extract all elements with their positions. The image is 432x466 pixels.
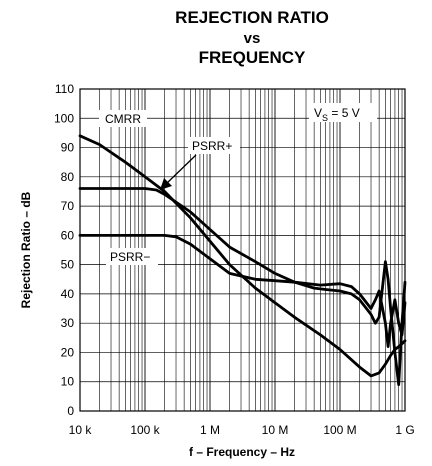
y-tick-label: 0 bbox=[67, 404, 74, 418]
x-tick-label: 10 k bbox=[69, 423, 93, 437]
cmrr-label-bg bbox=[99, 110, 147, 127]
y-axis-label: Rejection Ratio – dB bbox=[19, 191, 33, 308]
y-tick-label: 100 bbox=[54, 111, 74, 125]
series-lines bbox=[78, 134, 407, 387]
psrr-plus-label: PSRR+ bbox=[192, 139, 232, 153]
chart-title-line-1: REJECTION RATIO bbox=[175, 8, 329, 27]
condition-label-suffix: = 5 V bbox=[328, 106, 360, 120]
y-tick-label: 80 bbox=[61, 170, 75, 184]
psrr-plus-label-bg bbox=[188, 137, 240, 154]
psrr-plus-arrowhead bbox=[160, 178, 172, 190]
x-tick-label: 1 M bbox=[200, 423, 220, 437]
plot-frame bbox=[79, 88, 406, 412]
y-tick-label: 110 bbox=[55, 82, 74, 96]
x-tick-label: 100 M bbox=[323, 423, 356, 437]
cmrr-label: CMRR bbox=[105, 112, 141, 126]
y-tick-label: 70 bbox=[61, 199, 75, 213]
y-tick-label: 20 bbox=[61, 345, 75, 359]
chart-title: REJECTION RATIO vs FREQUENCY bbox=[175, 8, 329, 67]
chart-title-line-2: vs bbox=[244, 30, 261, 47]
condition-label: VS = 5 V bbox=[314, 106, 360, 123]
y-tick-label: 50 bbox=[61, 258, 75, 272]
y-tick-label: 30 bbox=[61, 316, 75, 330]
psrr-minus-label: PSRR− bbox=[110, 250, 150, 264]
psrr-minus-line bbox=[78, 233, 407, 349]
y-tick-label: 40 bbox=[61, 287, 75, 301]
y-tick-label: 60 bbox=[61, 228, 75, 242]
condition-label-bg bbox=[309, 103, 377, 122]
chart-title-line-3: FREQUENCY bbox=[199, 48, 306, 67]
psrr-minus-label-bg bbox=[106, 248, 158, 265]
grid bbox=[79, 88, 405, 412]
x-tick-label: 1 G bbox=[395, 423, 414, 437]
y-tick-label: 90 bbox=[61, 141, 75, 155]
condition-label-sub: S bbox=[322, 113, 328, 123]
x-axis-label: f – Frequency – Hz bbox=[189, 445, 295, 459]
annotations: CMRR PSRR+ PSRR− VS = 5 V bbox=[99, 103, 377, 265]
x-tick-labels: 10 k 100 k 1 M 10 M 100 M 1 G bbox=[69, 423, 415, 437]
condition-label-prefix: V bbox=[314, 106, 322, 120]
cmrr-line bbox=[78, 134, 407, 378]
x-tick-label: 10 M bbox=[262, 423, 289, 437]
x-tick-label: 100 k bbox=[130, 423, 160, 437]
y-tick-label: 10 bbox=[61, 375, 75, 389]
psrr-plus-line bbox=[78, 187, 407, 387]
y-tick-labels: 0 10 20 30 40 50 60 70 80 90 100 110 bbox=[54, 82, 74, 418]
psrr-plus-leader-line bbox=[165, 154, 197, 185]
